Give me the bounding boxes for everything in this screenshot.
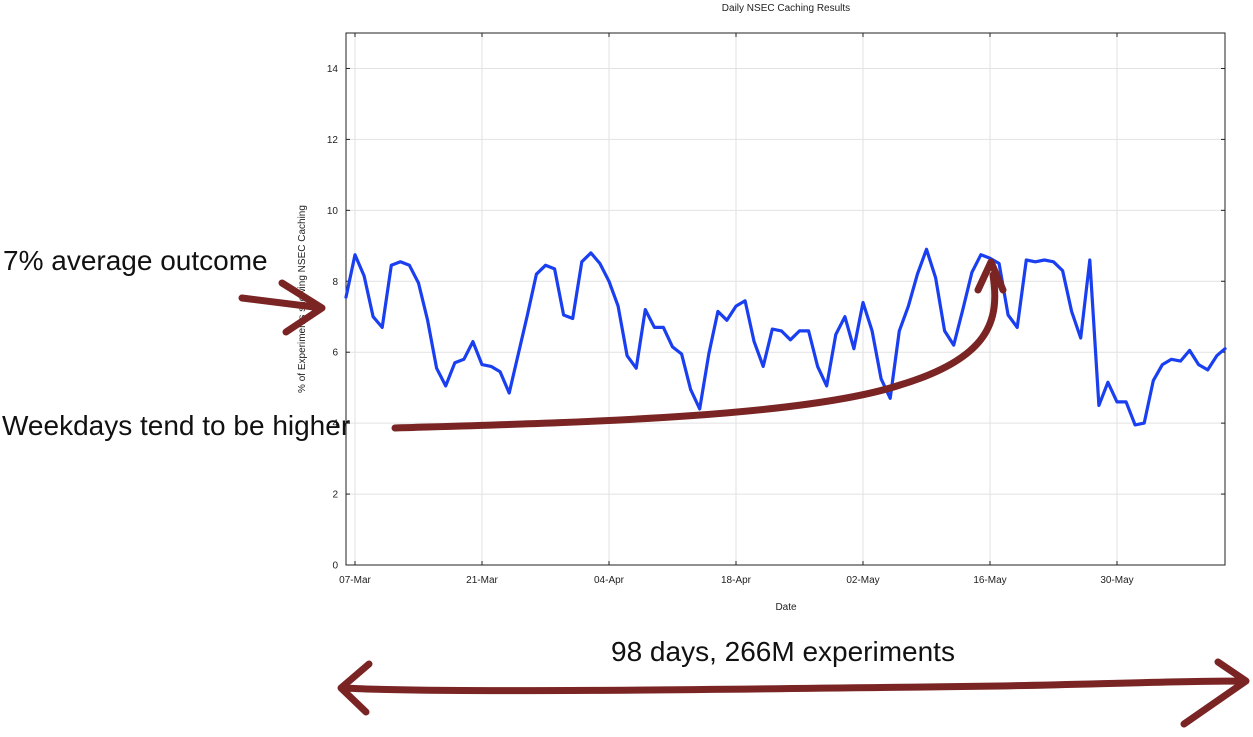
annotation-average: 7% average outcome (3, 245, 268, 276)
days-span-arrow (337, 658, 1250, 728)
x-tick-label: 16-May (973, 575, 1006, 586)
y-tick-label: 12 (327, 135, 339, 146)
x-tick-label: 02-May (846, 575, 879, 586)
chart-title: Daily NSEC Caching Results (722, 3, 850, 14)
annotation-days: 98 days, 266M experiments (611, 636, 955, 667)
axis-ticks: 0 2 4 6 8 10 12 14 07-Mar 21-Mar 04-Apr 18-Apr 02-Ma… (327, 33, 1225, 586)
y-tick-label: 0 (332, 561, 338, 572)
y-tick-label: 10 (327, 206, 339, 217)
grid (346, 33, 1225, 565)
series-layer (344, 247, 1227, 427)
x-axis-label: Date (775, 602, 797, 613)
x-tick-label: 21-Mar (466, 575, 498, 586)
x-tick-label: 18-Apr (721, 575, 752, 586)
y-tick-label: 8 (332, 277, 338, 288)
average-arrow (238, 279, 326, 336)
annotation-weekdays: Weekdays tend to be higher (2, 410, 350, 441)
series-line (344, 247, 1227, 427)
plot-frame (345, 32, 1226, 566)
x-tick-label: 04-Apr (594, 575, 625, 586)
annotation-arrows (238, 258, 1250, 728)
x-tick-label: 30-May (1100, 575, 1133, 586)
weekday-arrow (391, 258, 1007, 432)
y-tick-label: 14 (327, 64, 339, 75)
y-tick-label: 4 (332, 419, 338, 430)
y-tick-label: 6 (332, 348, 338, 359)
y-tick-label: 2 (332, 490, 338, 501)
x-tick-label: 07-Mar (339, 575, 371, 586)
